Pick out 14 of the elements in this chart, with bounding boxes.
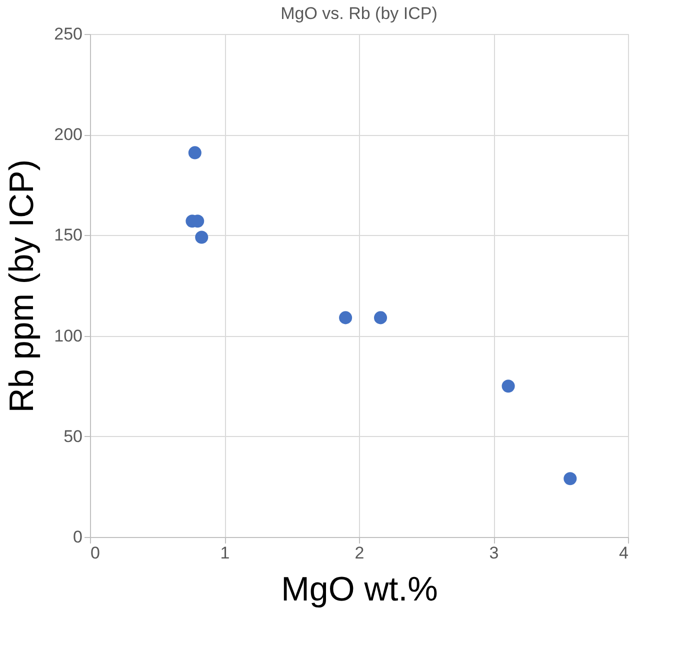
- x-tick-label: 4: [619, 544, 628, 562]
- x-tick-label: 1: [220, 544, 230, 562]
- x-tick-label: 0: [90, 544, 100, 562]
- y-tick-label: 200: [54, 125, 82, 144]
- y-tick-label: 100: [54, 326, 82, 346]
- x-tick-label: 3: [489, 544, 499, 562]
- y-tick-label: 50: [64, 426, 82, 446]
- y-tick-label: 0: [73, 528, 82, 546]
- y-tick-label: 150: [54, 226, 82, 245]
- y-tick-label: 250: [54, 24, 82, 44]
- x-tick-label: 2: [354, 544, 364, 562]
- y-axis-title: Rb ppm (by ICP): [3, 159, 42, 413]
- chart-title: MgO vs. Rb (by ICP): [280, 4, 438, 23]
- x-axis-title: MgO wt.%: [281, 570, 438, 608]
